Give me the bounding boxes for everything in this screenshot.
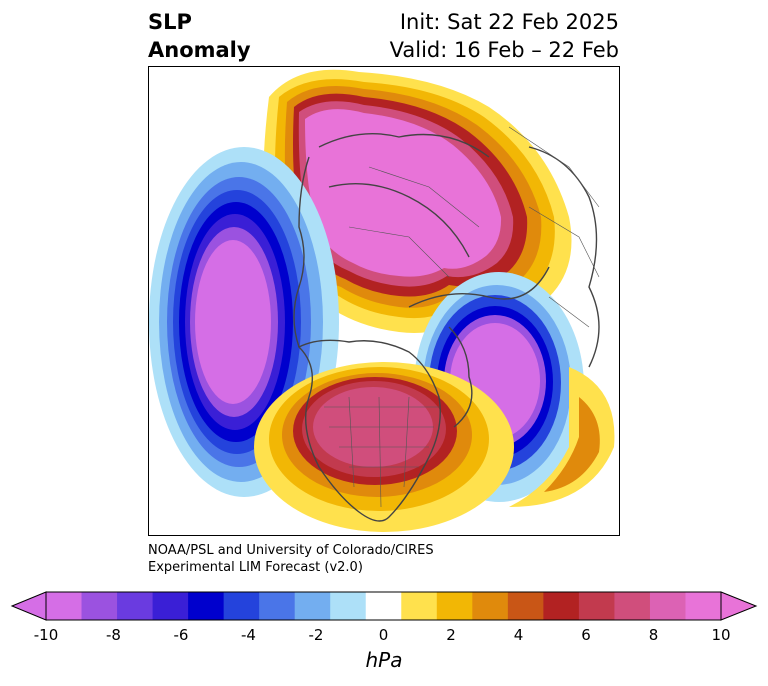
colorbar-swatch [507, 592, 544, 620]
map-canvas [149, 69, 615, 532]
anomaly-map [148, 66, 620, 536]
colorbar-swatch [685, 592, 722, 620]
valid-range: Valid: 16 Feb – 22 Feb [389, 38, 619, 62]
colorbar-tick-label: -2 [308, 626, 324, 644]
colorbar-tick-label: -10 [33, 626, 59, 644]
colorbar-swatch [259, 592, 296, 620]
anomaly-high-arctic [263, 69, 572, 334]
colorbar-tick-label: 10 [711, 626, 731, 644]
title-variable: SLP [148, 10, 192, 34]
colorbar-swatch [614, 592, 651, 620]
colorbar-border [45, 591, 722, 621]
colorbar-swatch [365, 592, 402, 620]
colorbar-swatch [578, 592, 615, 620]
colorbar-swatch [152, 592, 189, 620]
colorbar-swatch [543, 592, 580, 620]
title-left: SLP Anomaly [148, 8, 251, 64]
credit-line-2: Experimental LIM Forecast (v2.0) [148, 560, 363, 575]
title-right: Init: Sat 22 Feb 2025 Valid: 16 Feb – 22… [390, 8, 619, 64]
colorbar-tick-label: -4 [241, 626, 256, 644]
colorbar-extend-high [720, 591, 758, 621]
anomaly-low-north-pacific [149, 147, 339, 497]
colorbar-swatch [223, 592, 260, 620]
colorbar-swatch [46, 592, 83, 620]
colorbar-units: hPa [365, 648, 403, 672]
init-date: Init: Sat 22 Feb 2025 [399, 10, 619, 34]
country-borders [324, 126, 600, 508]
colorbar [10, 591, 758, 621]
colorbar-swatch [188, 592, 225, 620]
colorbar-swatch [472, 592, 509, 620]
coastlines [293, 133, 600, 522]
colorbar-swatch [294, 592, 331, 620]
colorbar-swatch [436, 592, 473, 620]
credit: NOAA/PSL and University of Colorado/CIRE… [148, 542, 434, 576]
colorbar-tick-label: 0 [378, 626, 389, 644]
colorbar-swatch [117, 592, 154, 620]
colorbar-tick-label: 4 [513, 626, 524, 644]
colorbar-tick-label: 8 [648, 626, 659, 644]
colorbar-swatch [401, 592, 438, 620]
colorbar-tick-label: -8 [106, 626, 121, 644]
credit-line-1: NOAA/PSL and University of Colorado/CIRE… [148, 543, 434, 558]
colorbar-swatch [81, 592, 118, 620]
colorbar-tick-label: -6 [173, 626, 189, 644]
colorbar-extend-low [10, 591, 47, 621]
colorbar-tick-label: 6 [581, 626, 591, 644]
colorbar-swatch [330, 592, 367, 620]
colorbar-tick-label: 2 [446, 626, 456, 644]
colorbar-swatch [649, 592, 686, 620]
title-type: Anomaly [148, 38, 251, 62]
